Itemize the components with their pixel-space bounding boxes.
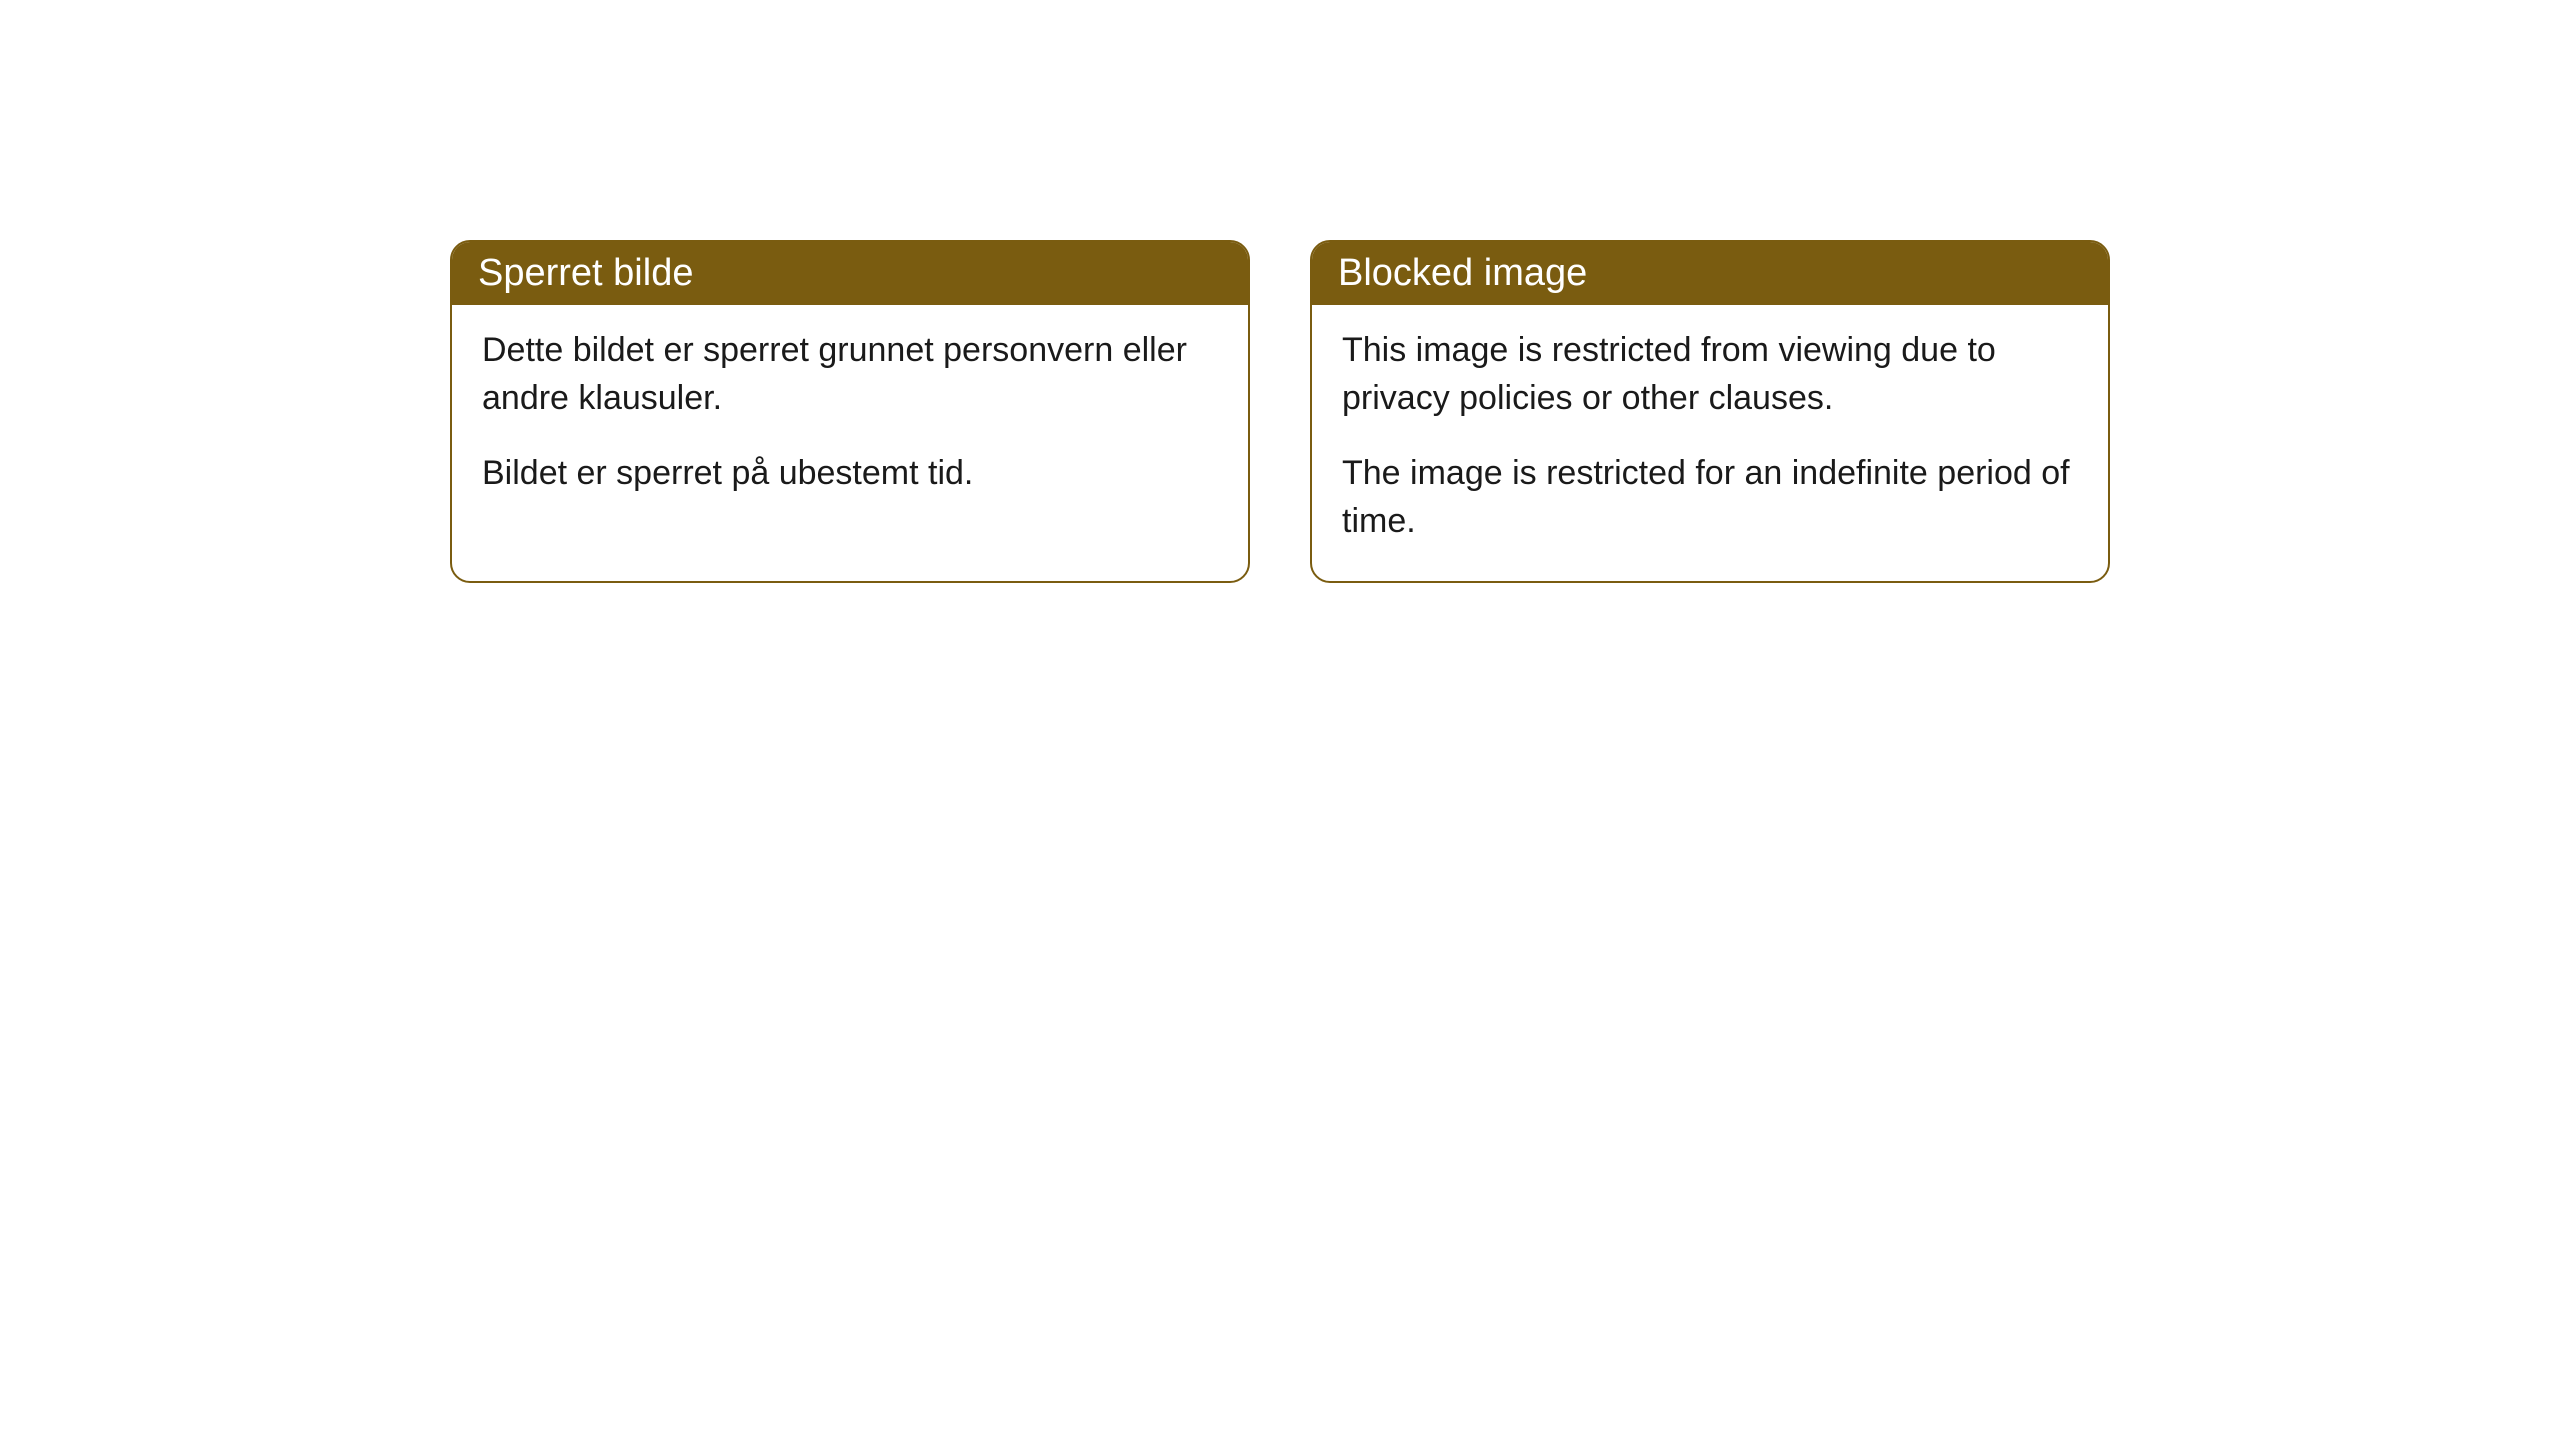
card-title-english: Blocked image: [1312, 242, 2108, 305]
card-english: Blocked image This image is restricted f…: [1310, 240, 2110, 583]
card-body-english: This image is restricted from viewing du…: [1312, 305, 2108, 581]
card-para1-english: This image is restricted from viewing du…: [1342, 327, 2078, 422]
card-norwegian: Sperret bilde Dette bildet er sperret gr…: [450, 240, 1250, 583]
card-para2-norwegian: Bildet er sperret på ubestemt tid.: [482, 450, 1218, 498]
card-title-norwegian: Sperret bilde: [452, 242, 1248, 305]
cards-container: Sperret bilde Dette bildet er sperret gr…: [450, 240, 2110, 583]
card-para1-norwegian: Dette bildet er sperret grunnet personve…: [482, 327, 1218, 422]
card-para2-english: The image is restricted for an indefinit…: [1342, 450, 2078, 545]
card-body-norwegian: Dette bildet er sperret grunnet personve…: [452, 305, 1248, 534]
